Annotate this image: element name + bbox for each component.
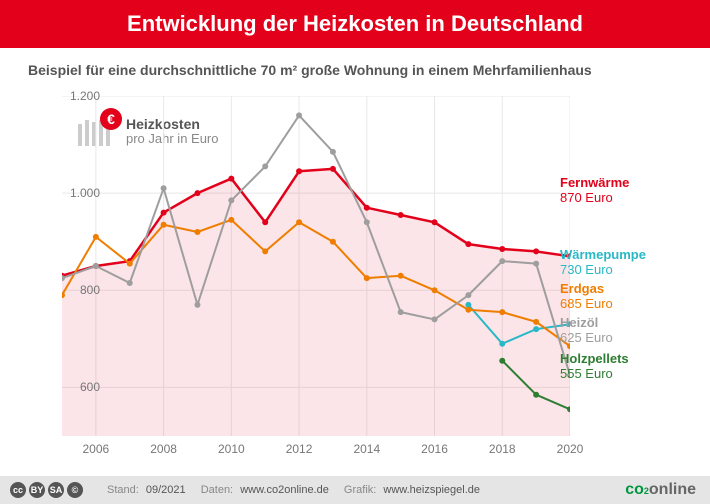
co2online-logo: co 2 online [625, 481, 696, 499]
xtick-label: 2008 [150, 442, 177, 456]
logo-online: online [649, 481, 696, 499]
xtick-label: 2018 [489, 442, 516, 456]
daten-value: www.co2online.de [240, 484, 329, 496]
subtitle: Beispiel für eine durchschnittliche 70 m… [28, 62, 682, 78]
stand-value: 09/2021 [146, 484, 186, 496]
line-chart [62, 96, 570, 436]
grafik-value: www.heizspiegel.de [383, 484, 480, 496]
xtick-label: 2006 [83, 442, 110, 456]
stand-label: Stand: [107, 484, 139, 496]
ytick-label: 600 [80, 380, 100, 394]
header-bar: Entwicklung der Heizkosten in Deutschlan… [0, 0, 710, 48]
xtick-label: 2020 [557, 442, 584, 456]
xtick-label: 2012 [286, 442, 313, 456]
ytick-label: 1.200 [70, 89, 100, 103]
cc-icon: © [67, 482, 83, 498]
cc-icon: BY [29, 482, 45, 498]
cc-icon: cc [10, 482, 26, 498]
series-label-waermepumpe: Wärmepumpe730 Euro [560, 248, 646, 278]
series-label-erdgas: Erdgas685 Euro [560, 282, 613, 312]
chart-area: 6008001.0001.200200620082010201220142016… [62, 96, 570, 436]
page-title: Entwicklung der Heizkosten in Deutschlan… [127, 11, 583, 37]
daten-label: Daten: [201, 484, 233, 496]
xtick-label: 2014 [353, 442, 380, 456]
cc-icon: SA [48, 482, 64, 498]
grafik-label: Grafik: [344, 484, 376, 496]
logo-co: co [625, 481, 644, 499]
footer-text: Stand: 09/2021 Daten: www.co2online.de G… [95, 484, 480, 496]
series-label-holzpellets: Holzpellets555 Euro [560, 352, 629, 382]
ytick-label: 1.000 [70, 186, 100, 200]
ytick-label: 800 [80, 283, 100, 297]
xtick-label: 2016 [421, 442, 448, 456]
xtick-label: 2010 [218, 442, 245, 456]
cc-license-icons: ccBYSA© [10, 482, 83, 498]
series-label-heizoel: Heizöl625 Euro [560, 316, 613, 346]
series-label-fernwaerme: Fernwärme870 Euro [560, 176, 629, 206]
footer-bar: ccBYSA© Stand: 09/2021 Daten: www.co2onl… [0, 476, 710, 504]
